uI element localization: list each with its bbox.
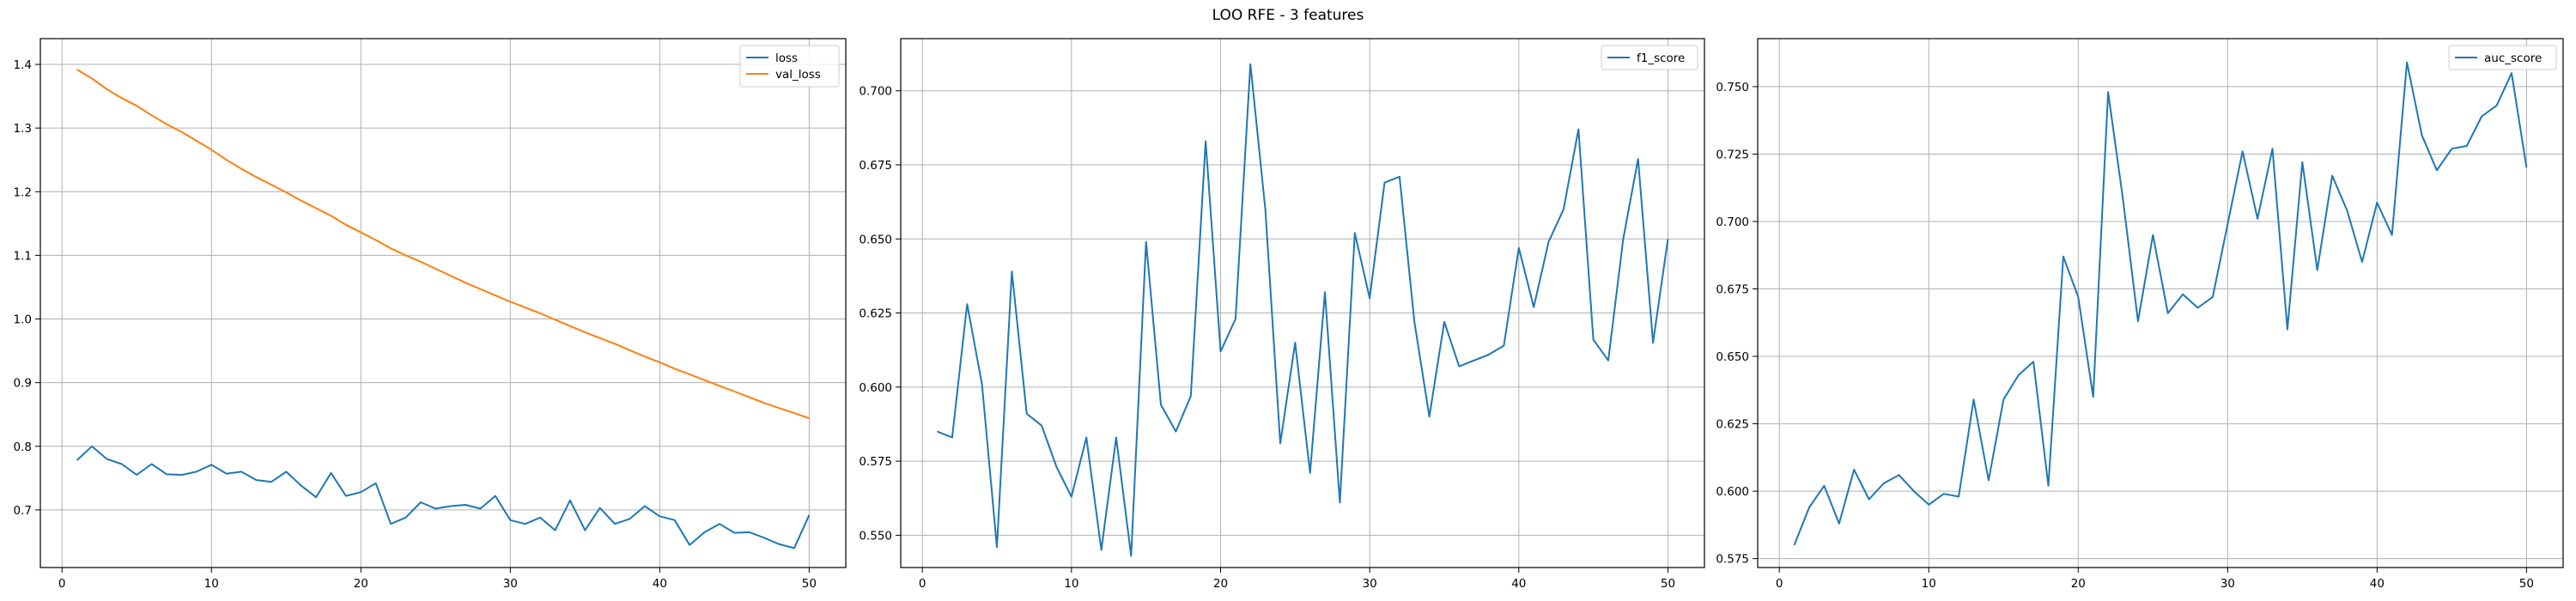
y-tick-label: 0.575 (1716, 553, 1749, 567)
x-tick-label: 0 (919, 577, 927, 591)
y-tick-label: 1.2 (14, 185, 32, 199)
y-tick-label: 0.750 (1716, 81, 1749, 94)
plot-panel-1: 0 10 20 30 40 50 0.7 0.8 0.9 1.0 1.1 1.2 1.3 1.4 loss v… (14, 38, 847, 591)
axes-frame (1757, 38, 2564, 568)
x-tick-label: 40 (653, 577, 667, 591)
y-tick-label: 0.600 (1716, 485, 1749, 499)
x-tick-label: 30 (503, 577, 518, 591)
x-tick-label: 10 (204, 577, 219, 591)
x-tick-label: 40 (2370, 577, 2385, 591)
y-tick-label: 1.4 (14, 58, 32, 72)
x-tick-label: 50 (2519, 577, 2534, 591)
x-tick-label: 20 (354, 577, 368, 591)
y-tick-label: 0.675 (859, 159, 892, 173)
y-tick-label: 1.0 (14, 313, 32, 327)
legend-box (1601, 45, 1698, 70)
y-tick-label: 0.675 (1716, 283, 1749, 297)
x-tick-label: 10 (1922, 577, 1936, 591)
series-line-loss (76, 445, 811, 549)
axes-frame (39, 38, 847, 568)
legend: loss val_loss (739, 45, 840, 88)
x-tick-label: 0 (58, 577, 66, 591)
y-tick-label: 0.550 (859, 529, 892, 543)
legend-box (739, 45, 840, 88)
series-line-auc_score (1793, 61, 2528, 546)
plot-panel-3: 0 10 20 30 40 50 0.575 0.600 0.625 0.650 0.675 0.70… (1716, 38, 2564, 591)
x-tick-label: 30 (2221, 577, 2235, 591)
y-tick-label: 0.625 (859, 307, 892, 321)
legend: auc_score (2448, 45, 2557, 70)
y-tick-label: 1.1 (14, 249, 32, 263)
axes-frame (900, 38, 1705, 568)
legend-label: f1_score (1637, 52, 1685, 65)
x-tick-label: 40 (1511, 577, 1526, 591)
x-tick-label: 0 (1776, 577, 1783, 591)
x-tick-label: 20 (1213, 577, 1228, 591)
y-tick-label: 1.3 (14, 122, 32, 136)
y-tick-label: 0.650 (859, 233, 892, 246)
legend-label: val_loss (775, 68, 821, 82)
x-tick-label: 30 (1363, 577, 1377, 591)
x-tick-label: 50 (802, 577, 817, 591)
y-tick-label: 0.600 (859, 381, 892, 395)
y-tick-label: 0.8 (14, 440, 32, 454)
legend: f1_score (1601, 45, 1698, 70)
series-line-val_loss (76, 69, 810, 420)
x-tick-label: 50 (1661, 577, 1675, 591)
series-line-f1_score (937, 63, 1669, 557)
x-tick-label: 10 (1064, 577, 1078, 591)
y-tick-label: 0.725 (1716, 148, 1749, 161)
y-tick-label: 0.700 (1716, 216, 1749, 229)
y-tick-label: 0.650 (1716, 350, 1749, 364)
y-tick-label: 0.7 (14, 504, 32, 518)
figure-title: LOO RFE - 3 features (1212, 7, 1364, 24)
y-tick-label: 0.575 (859, 455, 892, 469)
legend-label: auc_score (2484, 52, 2542, 65)
plot-panel-2: 0 10 20 30 40 50 0.550 0.575 0.600 0.625 0.650 0.67… (859, 38, 1705, 591)
y-tick-label: 0.9 (14, 377, 32, 391)
legend-box (2448, 45, 2557, 70)
x-tick-label: 20 (2071, 577, 2086, 591)
legend-label: loss (775, 52, 798, 65)
y-tick-label: 0.625 (1716, 418, 1749, 432)
y-tick-label: 0.700 (859, 85, 892, 99)
